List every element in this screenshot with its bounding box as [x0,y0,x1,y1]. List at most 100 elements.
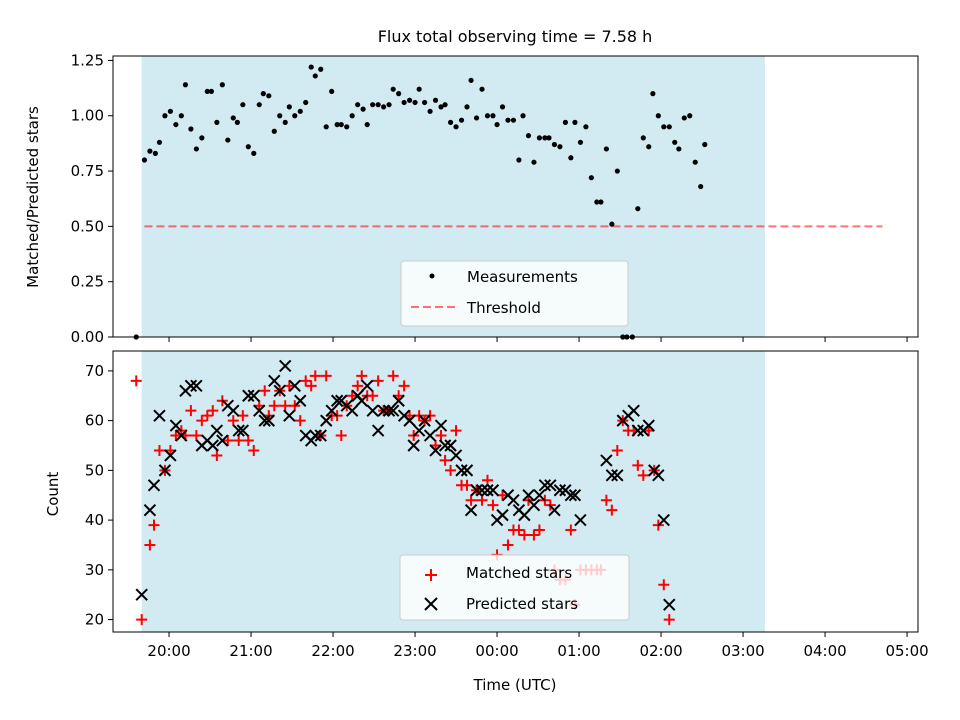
matched-star-point [658,579,670,591]
measurement-point [167,108,174,114]
measurement-point [655,113,661,119]
y-tick-label: 0.50 [71,217,104,235]
measurement-point [349,113,355,119]
predicted-star-point [278,359,292,373]
y-tick-label: 0.00 [71,328,104,346]
predicted-star-point [412,424,426,437]
legend-matched-marker [425,569,437,581]
measurement-point [286,104,292,110]
predicted-star-point [386,404,400,417]
measurement-point [453,124,459,130]
predicted-star-point [429,444,442,457]
measurement-point [396,91,402,97]
measurement-point [432,97,439,103]
predicted-star-point [460,464,474,477]
matched-star-point [528,529,540,541]
predicted-star-point [371,424,385,437]
measurement-point [568,155,574,161]
measurement-point [282,119,288,125]
matched-star-point [663,614,675,626]
predicted-star-point [253,404,266,417]
y-tick-label: 0.25 [71,273,104,291]
counts-x-ticks: 20:00 21:00 22:00 23:00 00:00 01:00 02:00 03:00… [147,632,929,660]
matched-star-point [356,370,368,382]
y-tick-label: 60 [85,412,104,430]
predicted-star-point [190,379,203,393]
predicted-star-point [325,404,338,417]
matched-star-point [259,385,271,397]
matched-star-point [387,370,399,382]
ratio-y-axis-label: Matched/Predicted stars [24,106,42,288]
measurement-point [598,199,604,205]
predicted-star-point [294,394,307,407]
predicted-star-point [366,404,379,417]
y-tick-label: 40 [85,511,104,529]
predicted-star-point [533,489,546,502]
y-tick-label: 20 [85,611,104,629]
matched-star-point [294,415,306,427]
predicted-star-point [242,389,255,402]
matched-star-point [148,519,160,531]
predicted-star-point [605,469,619,482]
predicted-star-point [507,493,520,507]
x-tick-label: 02:00 [639,642,682,660]
x-tick-label: 20:00 [147,642,190,660]
predicted-star-point [522,489,535,502]
ratio-y-ticks: 0.00 0.25 0.50 0.75 1.00 1.25 [71,51,113,346]
matched-star-point [136,614,148,626]
predicted-star-point [527,498,541,512]
measurement-point [329,88,335,95]
measurement-point [245,144,251,150]
x-tick-label: 21:00 [229,642,272,660]
measurement-point [661,124,667,130]
measurement-point [479,86,485,92]
measurement-point [401,99,407,106]
predicted-star-point [262,414,276,427]
measurement-point [551,141,558,148]
predicted-star-point [438,439,452,452]
predicted-star-point [418,414,431,427]
measurement-point [438,104,444,110]
measurement-point [494,121,500,128]
measurement-point [516,157,522,163]
measurement-point [464,104,470,110]
matched-star-point [268,400,280,412]
measurement-point [251,150,257,156]
measurement-point [334,121,340,128]
y-tick-label: 70 [85,362,104,380]
predicted-star-point [518,508,531,522]
legend-predicted-marker [424,597,438,611]
matched-star-point [233,435,245,447]
measurement-point [240,102,246,108]
measurement-point [266,93,272,99]
measurement-point [338,121,344,128]
matched-star-point [248,444,260,456]
predicted-star-point [470,484,483,497]
matched-star-point [300,375,312,387]
measurement-point [546,135,552,141]
measurement-point [178,113,184,119]
measurement-point [698,183,704,190]
legend-measurements-label: Measurements [467,268,578,286]
predicted-star-point [175,429,188,442]
matched-star-point [465,494,477,506]
counts-predicted-layer [135,359,676,611]
matched-star-point [279,400,291,412]
predicted-star-point [574,513,587,527]
matched-star-point [320,370,332,382]
matched-star-point [445,464,457,476]
measurement-point [147,148,153,154]
predicted-star-point [184,379,198,393]
measurement-point [219,82,225,88]
predicted-star-point [663,598,676,611]
measurement-point [312,73,318,79]
measurement-point [473,115,480,121]
predicted-star-point [564,489,578,502]
y-tick-label: 50 [85,461,104,479]
measurement-point [650,91,656,97]
predicted-star-point [382,404,396,417]
predicted-star-point [268,374,281,388]
predicted-star-point [206,439,219,452]
measurement-point [676,146,682,152]
